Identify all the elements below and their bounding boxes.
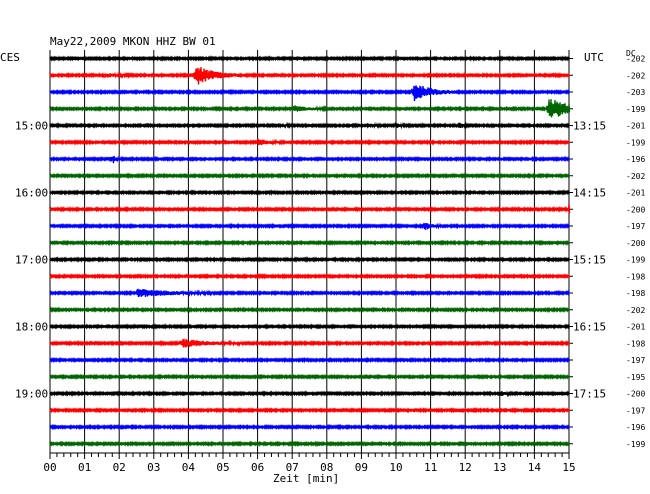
dc-offset-value: -202	[626, 55, 645, 64]
seismic-trace	[49, 189, 571, 196]
seismic-trace	[49, 99, 571, 118]
dc-offset-value: -201	[626, 189, 645, 198]
dc-offset-value: -201	[626, 122, 645, 131]
dc-offset-value: -195	[626, 373, 645, 382]
seismic-trace	[49, 85, 571, 101]
dc-offset-value: -202	[626, 306, 645, 315]
seismic-trace	[49, 256, 571, 263]
seismic-trace	[49, 356, 571, 364]
utc-hour-label: 16:15	[573, 321, 606, 334]
seismic-trace	[49, 440, 571, 448]
local-hour-label: 16:00	[15, 187, 48, 200]
dc-offset-value: -200	[626, 239, 645, 248]
x-tick-label: 07	[286, 461, 299, 474]
x-tick-label: 00	[43, 461, 56, 474]
x-tick-label: 09	[355, 461, 368, 474]
seismic-trace	[49, 390, 571, 398]
dc-offset-value: -196	[626, 155, 645, 164]
seismic-trace	[49, 172, 571, 180]
dc-offset-value: -201	[626, 323, 645, 332]
local-hour-label: 17:00	[15, 254, 48, 267]
x-tick-label: 11	[424, 461, 437, 474]
dc-offset-value: -196	[626, 423, 645, 432]
x-tick-label: 15	[562, 461, 575, 474]
seismic-trace	[49, 288, 571, 298]
seismic-trace	[49, 222, 571, 230]
seismic-trace	[49, 272, 571, 280]
local-time-zone-label: CES	[0, 51, 20, 64]
dc-offset-value: -202	[626, 71, 645, 80]
x-tick-label: 02	[113, 461, 126, 474]
dc-offset-value: -200	[626, 390, 645, 399]
seismic-trace	[49, 373, 571, 381]
dc-offset-value: -197	[626, 406, 645, 415]
x-tick-label: 01	[78, 461, 91, 474]
x-axis-label: Zeit [min]	[273, 472, 339, 485]
utc-time-zone-label: UTC	[584, 51, 604, 64]
x-tick-label: 03	[147, 461, 160, 474]
utc-hour-label: 14:15	[573, 187, 606, 200]
x-tick-label: 06	[251, 461, 264, 474]
x-tick-label: 12	[459, 461, 472, 474]
seismic-trace	[49, 121, 571, 130]
seismic-trace	[49, 306, 571, 314]
seismic-trace	[49, 55, 571, 62]
seismic-trace	[49, 423, 571, 431]
x-tick-label: 13	[493, 461, 506, 474]
seismic-trace	[49, 406, 571, 414]
local-hour-label: 19:00	[15, 388, 48, 401]
seismic-trace	[49, 323, 571, 330]
local-hour-label: 15:00	[15, 120, 48, 133]
seismic-trace	[49, 338, 571, 348]
labels: May22,2009 MKON HHZ BW 01 CES UTC DC Zei…	[0, 35, 645, 485]
dc-offset-value: -197	[626, 356, 645, 365]
utc-hour-label: 17:15	[573, 388, 606, 401]
dc-offset-value: -198	[626, 272, 645, 281]
local-hour-label: 18:00	[15, 321, 48, 334]
seismic-trace	[49, 67, 571, 85]
dc-offset-value: -199	[626, 138, 645, 147]
x-tick-label: 10	[389, 461, 402, 474]
seismic-trace	[49, 239, 571, 247]
seismic-trace	[49, 138, 571, 146]
dc-offset-value: -202	[626, 172, 645, 181]
seismic-trace	[49, 155, 571, 164]
utc-hour-label: 13:15	[573, 120, 606, 133]
dc-offset-label: DC	[626, 49, 636, 58]
x-tick-label: 08	[320, 461, 333, 474]
x-tick-label: 04	[182, 461, 196, 474]
dc-offset-value: -200	[626, 205, 645, 214]
chart-title: May22,2009 MKON HHZ BW 01	[50, 35, 216, 48]
dc-offset-value: -199	[626, 105, 645, 114]
dc-offset-value: -198	[626, 339, 645, 348]
grid	[49, 50, 573, 459]
dc-offset-value: -199	[626, 440, 645, 449]
dc-offset-value: -197	[626, 222, 645, 231]
x-tick-label: 05	[216, 461, 229, 474]
x-tick-label: 14	[528, 461, 542, 474]
dc-offset-value: -198	[626, 289, 645, 298]
seismic-traces	[49, 55, 571, 448]
dc-offset-value: -203	[626, 88, 645, 97]
seismic-trace	[49, 203, 571, 214]
dc-offset-value: -199	[626, 256, 645, 265]
utc-hour-label: 15:15	[573, 254, 606, 267]
